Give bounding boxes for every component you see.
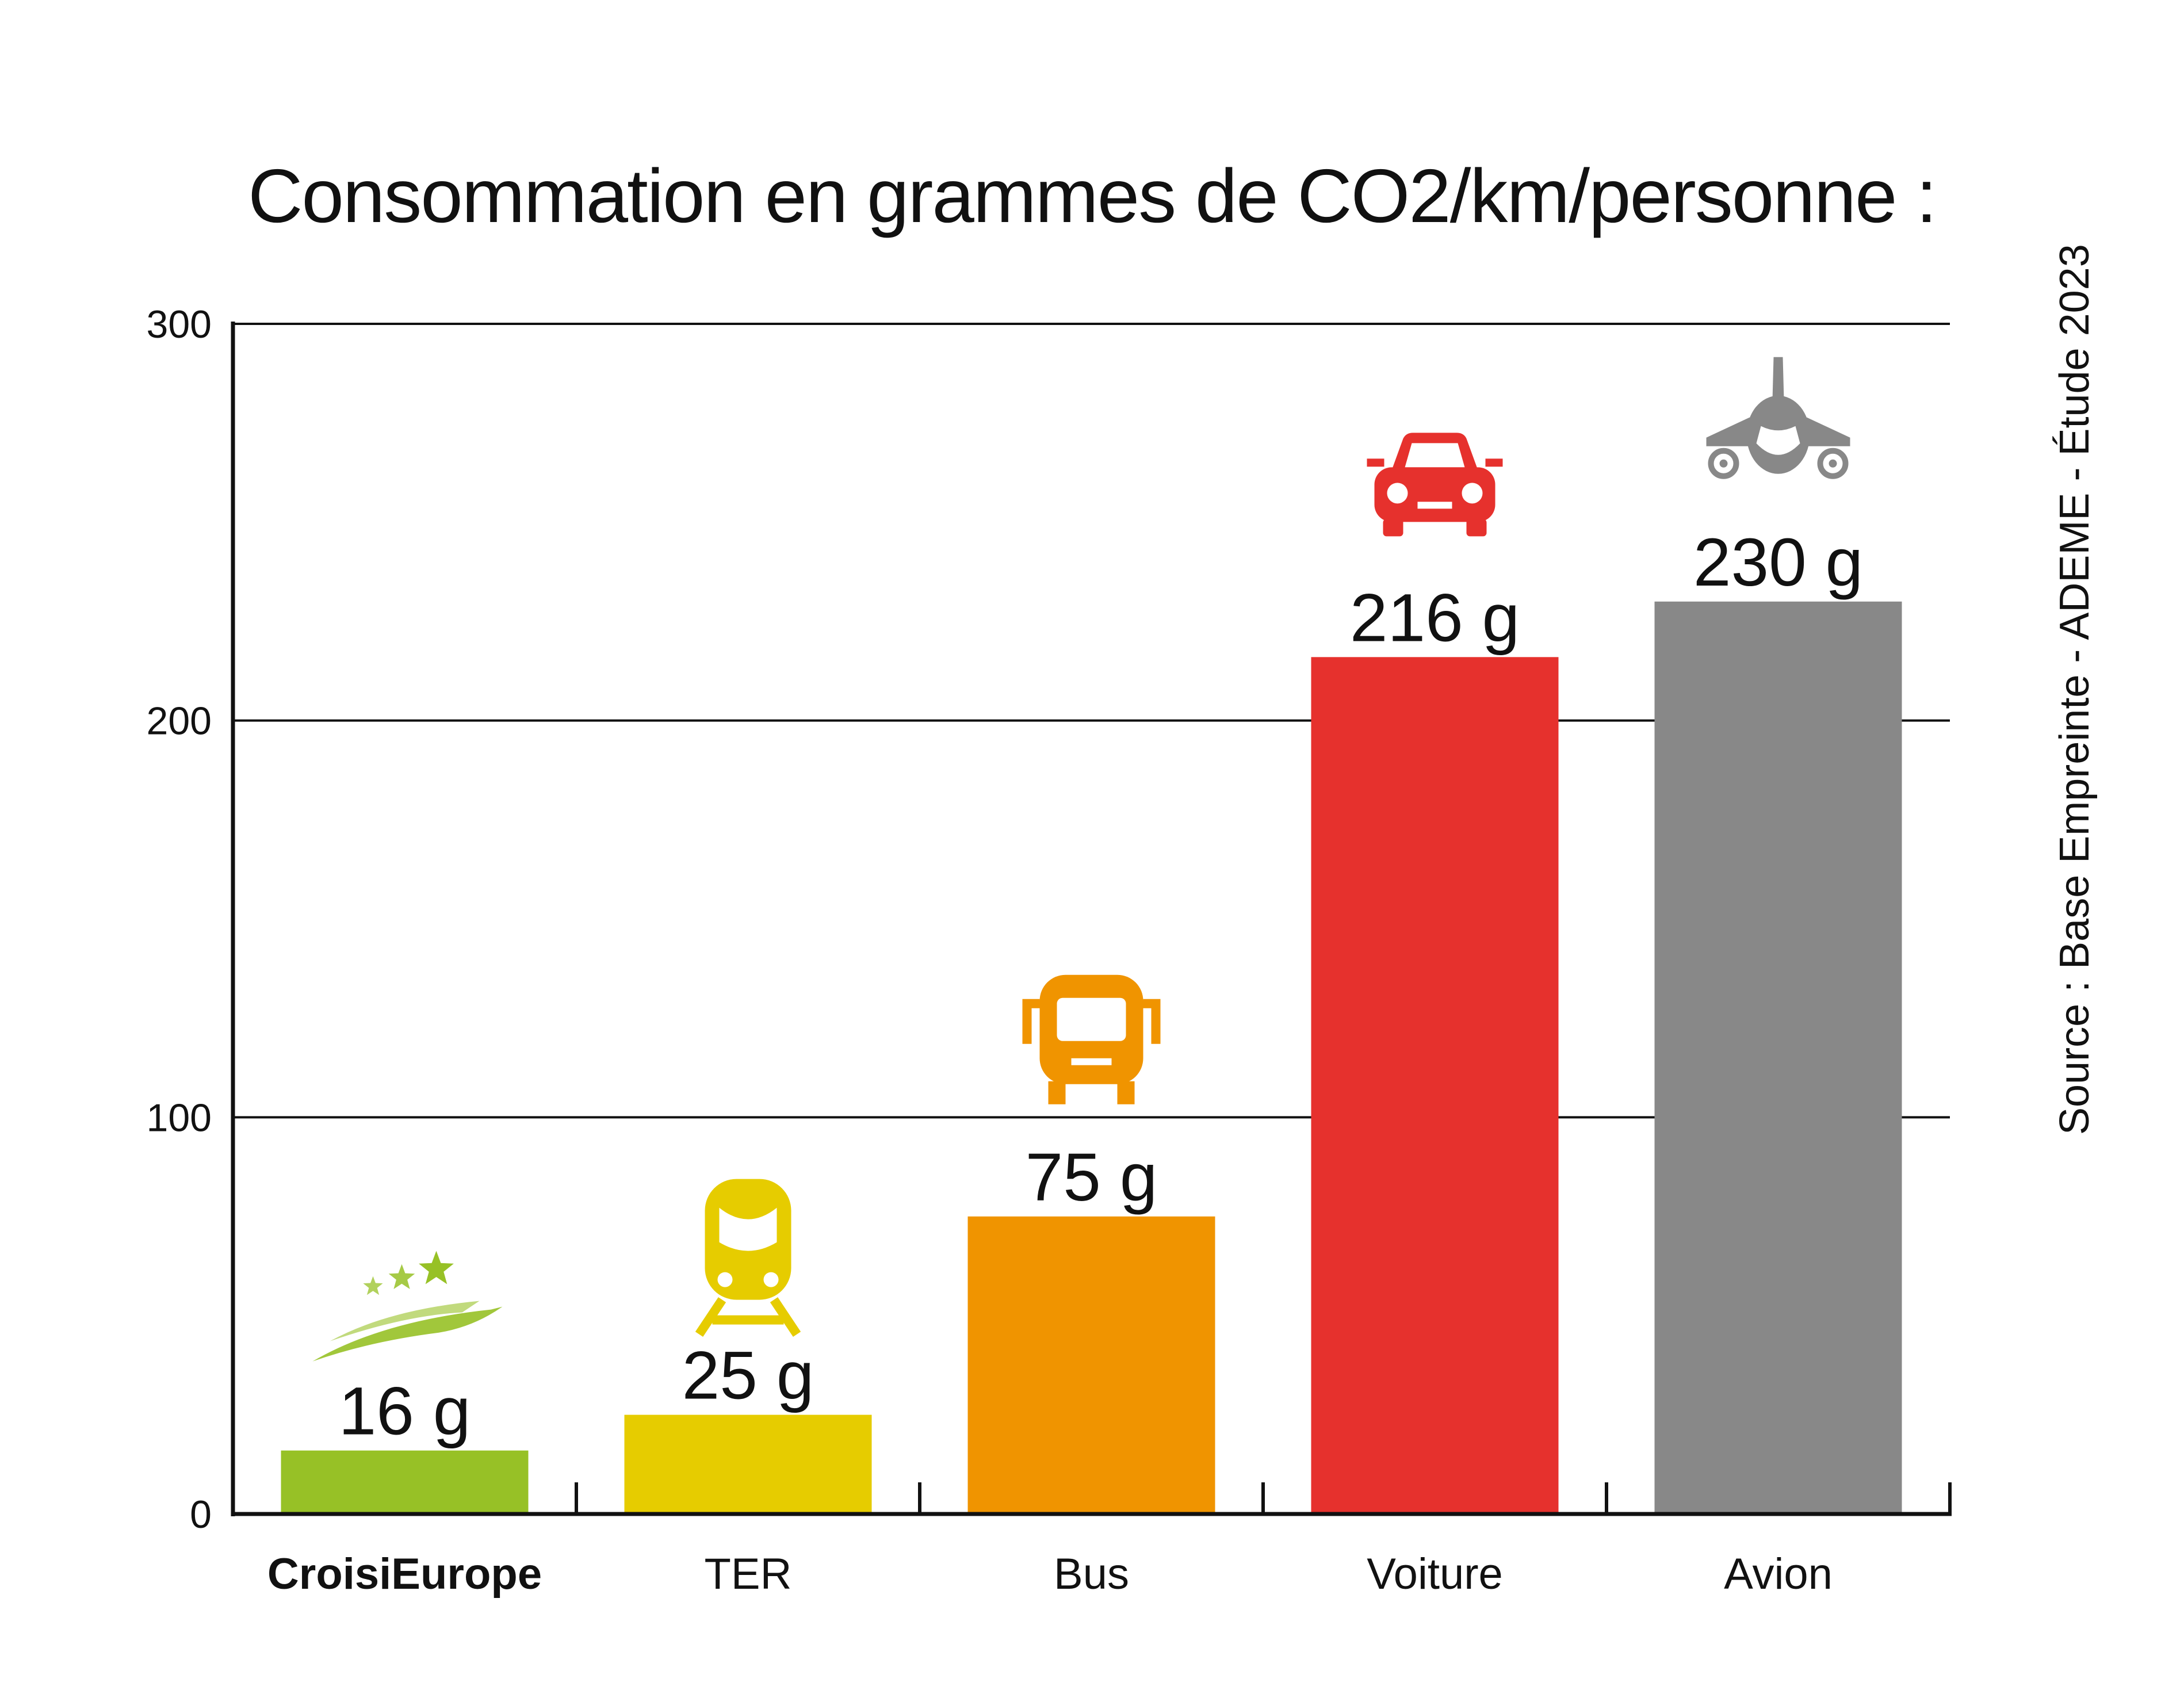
source-note: Source : Base Empreinte - ADEME - Étude … bbox=[2052, 244, 2098, 1135]
hull-shape bbox=[330, 1301, 480, 1341]
x-tick-label: CroisiEurope bbox=[267, 1550, 542, 1599]
plane-icon bbox=[1706, 357, 1850, 479]
plane-engine-hub bbox=[1829, 459, 1837, 468]
star-shape bbox=[419, 1251, 454, 1284]
train-light bbox=[763, 1272, 779, 1287]
data-label: 16 g bbox=[339, 1374, 471, 1450]
car-body bbox=[1374, 467, 1495, 522]
bar bbox=[967, 1216, 1215, 1514]
bar bbox=[281, 1450, 529, 1514]
bar bbox=[624, 1414, 872, 1514]
train-icon bbox=[695, 1179, 801, 1337]
train-window bbox=[719, 1207, 777, 1251]
bus-icon bbox=[1022, 974, 1161, 1104]
car-grille bbox=[1417, 502, 1452, 509]
y-tick-label: 100 bbox=[147, 1096, 212, 1140]
plane-engine bbox=[1817, 448, 1849, 479]
bus-wheel bbox=[1117, 1081, 1135, 1104]
car-mirror bbox=[1485, 458, 1503, 467]
train-rails bbox=[695, 1297, 801, 1337]
x-tick-label: Voiture bbox=[1367, 1550, 1503, 1599]
bar bbox=[1311, 657, 1559, 1514]
car-wheel bbox=[1383, 519, 1403, 537]
y-tick-label: 300 bbox=[147, 303, 212, 346]
train-light bbox=[717, 1272, 733, 1287]
y-tick-label: 200 bbox=[147, 699, 212, 743]
data-label: 216 g bbox=[1350, 580, 1520, 656]
icons bbox=[312, 357, 1850, 1362]
plane-engine-hub bbox=[1719, 459, 1728, 468]
data-label: 25 g bbox=[682, 1338, 814, 1414]
hull-shape bbox=[312, 1306, 503, 1362]
bar bbox=[1654, 601, 1902, 1514]
bus-window bbox=[1057, 997, 1126, 1041]
labels: 0 100 200 300 CroisiEurope 16 g TER 25 g Bus 75 g… bbox=[147, 303, 1864, 1599]
plane-engine bbox=[1708, 448, 1739, 479]
star-shape bbox=[388, 1264, 415, 1290]
data-label: 230 g bbox=[1693, 525, 1863, 601]
bars bbox=[281, 601, 1902, 1514]
chart-title: Consommation en grammes de CO2/km/person… bbox=[248, 154, 1937, 238]
car-headlight bbox=[1462, 483, 1483, 504]
x-tick-label: TER bbox=[705, 1550, 792, 1599]
data-label: 75 g bbox=[1026, 1140, 1158, 1215]
car-icon bbox=[1367, 433, 1503, 537]
car-window bbox=[1405, 443, 1465, 468]
y-tick-label: 0 bbox=[190, 1493, 212, 1536]
x-tick-label: Bus bbox=[1054, 1550, 1129, 1599]
x-tick-label: Avion bbox=[1724, 1550, 1833, 1599]
bus-grille bbox=[1071, 1058, 1112, 1065]
bus-wheel bbox=[1048, 1081, 1066, 1104]
star-shape bbox=[363, 1276, 383, 1295]
car-mirror bbox=[1367, 458, 1384, 467]
cruise-ship-icon bbox=[312, 1251, 503, 1362]
plane-window bbox=[1756, 426, 1800, 455]
plane-tail bbox=[1772, 357, 1784, 400]
bus-mirrors bbox=[1022, 999, 1161, 1044]
car-headlight bbox=[1387, 483, 1408, 504]
car-wheel bbox=[1466, 519, 1487, 537]
axes bbox=[231, 322, 1952, 1516]
